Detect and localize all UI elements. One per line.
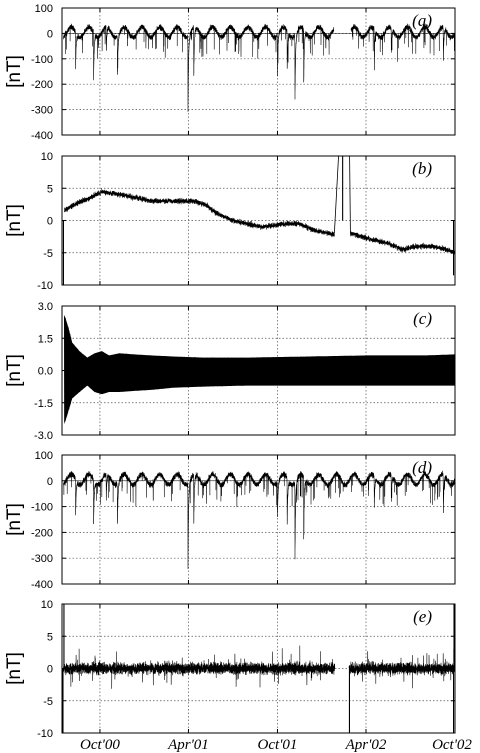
panel-label: (b) [412,159,432,178]
y-axis-label: [nT] [4,503,25,536]
series-line [63,645,455,689]
x-tick-label: Oct'00 [80,737,120,753]
series-line [64,188,455,255]
y-tick-label: 0 [47,28,53,40]
y-tick-label: 100 [35,3,53,15]
offscale-segment [349,156,351,234]
panel-d: 100 0 -100 -200 -300 -400 [nT] (d) [4,450,456,591]
y-tick-label: -10 [37,728,53,740]
x-tick-label: Oct'02 [432,737,472,753]
y-tick-label: 10 [41,599,53,611]
y-tick-label: -400 [31,130,53,142]
y-tick-label: -300 [31,105,53,117]
y-tick-label: 0 [47,476,53,488]
x-tick-label: Oct'01 [258,737,298,753]
y-tick-label: 5 [47,183,53,195]
panel-a: 100 0 -100 -200 -300 -400 [nT] (a) [4,3,456,142]
x-tick-label: Apr'02 [345,737,387,753]
y-tick-label: -5 [43,248,53,260]
y-tick-label: 10 [41,151,53,163]
y-tick-label: -200 [31,527,53,539]
y-tick-label: 0 [47,664,53,676]
y-tick-label: 3.0 [38,301,53,313]
y-tick-label: 0 [47,216,53,228]
panel-frame [61,7,456,136]
y-tick-label: -1.5 [34,398,53,410]
y-tick-label: -100 [31,54,53,66]
y-tick-label: -5 [43,696,53,708]
y-tick-label: 1.5 [38,333,53,345]
series-line [63,470,455,569]
y-tick-label: -10 [37,280,53,292]
series-line [64,316,455,423]
panel-c: 3.0 1.5 0.0 -1.5 -3.0 [nT] (c) [4,301,456,442]
x-tick-label: Apr'01 [167,737,209,753]
panel-b: 10 5 0 -5 -10 [nT] (b) [4,151,456,292]
y-axis-label: [nT] [4,652,25,685]
panel-label: (e) [413,607,432,626]
panel-label: (c) [413,309,432,328]
offscale-segment [333,156,339,234]
y-tick-label: -400 [31,579,53,591]
y-tick-label: -3.0 [34,430,53,442]
panel-label: (d) [412,458,432,477]
y-tick-label: 0.0 [38,366,53,378]
panel-frame [61,454,456,585]
y-tick-label: -300 [31,553,53,565]
y-tick-label: -200 [31,79,53,91]
panel-e: 10 5 0 -5 -10 [nT] (e) [4,599,456,740]
y-tick-label: -100 [31,502,53,514]
y-axis-label: [nT] [4,354,25,387]
y-axis-label: [nT] [4,204,25,237]
y-tick-label: 5 [47,631,53,643]
panel-label: (a) [412,11,432,30]
y-tick-label: 100 [35,450,53,462]
series-line [63,23,455,112]
y-axis-label: [nT] [4,55,25,88]
